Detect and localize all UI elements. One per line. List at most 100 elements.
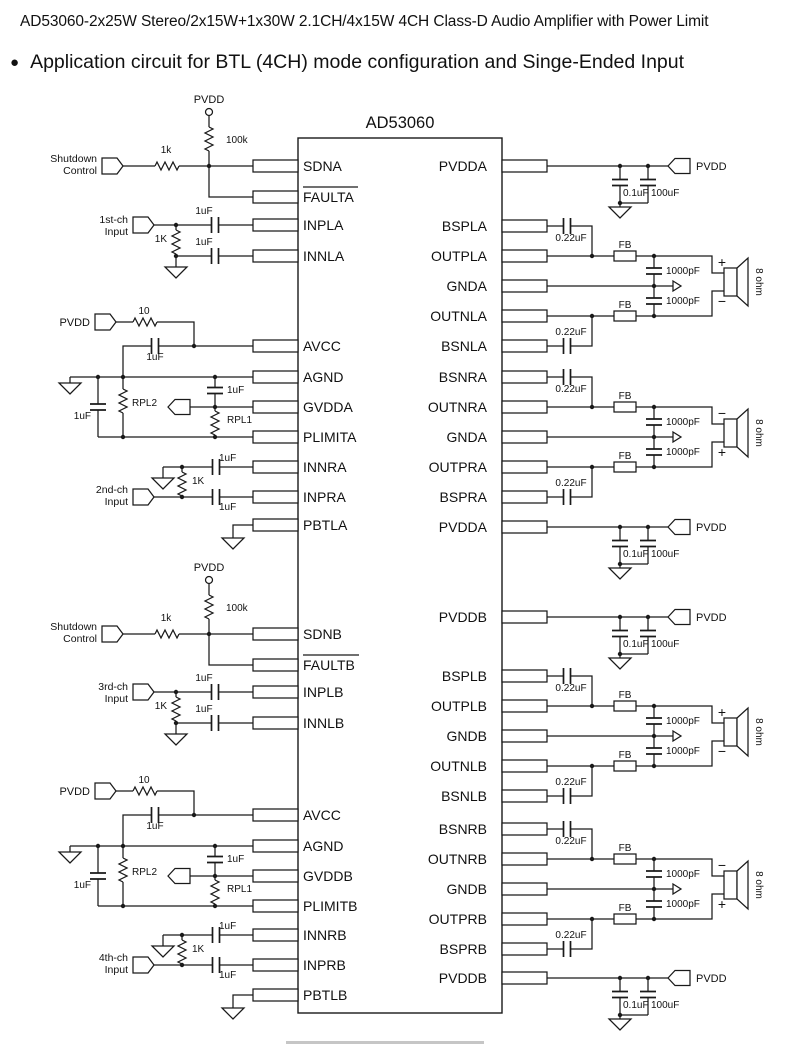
resistor-label: 1K — [155, 701, 168, 712]
avcc-b-labels: PVDD 10 1uF 1uF RPL2 1uF RPL1 — [59, 775, 252, 895]
cap-label: 1uF — [74, 411, 91, 422]
pin-label: INNRB — [303, 927, 347, 943]
pin-label: INNRA — [303, 459, 347, 475]
pin-label: PVDDB — [439, 609, 487, 625]
pbtla-ground — [222, 525, 253, 549]
cap-label: 1000pF — [666, 296, 700, 307]
pin-label: GNDA — [447, 278, 488, 294]
connector-label: Input — [105, 496, 128, 508]
pin-label: OUTPLB — [431, 698, 487, 714]
pin-label: INPLB — [303, 684, 343, 700]
pin-label: GNDA — [447, 429, 488, 445]
shutdown-a-labels: PVDD 100k 1k Shutdown Control — [50, 94, 248, 177]
pin-label: FAULTA — [303, 189, 354, 205]
shutdown-b-labels: PVDD 100k 1k Shutdown Control — [50, 562, 248, 645]
cap-label: 1000pF — [666, 417, 700, 428]
cap-label: 100uF — [651, 639, 679, 650]
resistor-label: 1K — [192, 476, 205, 487]
cap-label: 0.22uF — [555, 327, 586, 338]
connector-label: Shutdown — [50, 153, 97, 165]
cap-label: 1000pF — [666, 447, 700, 458]
pin-label: BSPRA — [440, 489, 488, 505]
polarity-plus: + — [718, 704, 726, 720]
input-3rd-ch — [133, 684, 253, 745]
pin-label: AVCC — [303, 807, 341, 823]
polarity-plus: + — [718, 896, 726, 912]
pin-label: AGND — [303, 369, 343, 385]
pin-label: AGND — [303, 838, 343, 854]
pin-label: OUTPRA — [429, 459, 488, 475]
pin-label: INPRA — [303, 489, 346, 505]
left-pin-boxes — [252, 159, 299, 1002]
pvdd-label: PVDD — [59, 786, 90, 798]
chip-body — [297, 137, 503, 1014]
resistor-label: 100k — [226, 603, 249, 614]
speaker-ch1-labels: 0.22uF FB 1000pF 1000pF FB 0.22uF + − 8 … — [555, 233, 764, 338]
connector-label: Input — [105, 964, 128, 976]
fb-label: FB — [619, 903, 632, 914]
cap-label: 1000pF — [666, 869, 700, 880]
pvdd-label: PVDD — [696, 612, 727, 624]
pin-label: GVDDA — [303, 399, 353, 415]
cap-label: 0.22uF — [555, 836, 586, 847]
input-3rd-labels: 1uF 1K 1uF 3rd-ch Input — [98, 673, 212, 715]
resistor-label: 1k — [161, 145, 173, 156]
speaker-ch2-labels: 0.22uF FB 1000pF 1000pF FB 0.22uF − + 8 … — [555, 384, 764, 489]
fb-label: FB — [619, 300, 632, 311]
cropped-caption-text — [286, 1041, 484, 1044]
cap-label: 1uF — [74, 880, 91, 891]
pin-label: PVDDA — [439, 519, 488, 535]
cap-label: 1uF — [146, 821, 163, 832]
pin-label: OUTNLB — [430, 758, 487, 774]
cap-label: 1000pF — [666, 266, 700, 277]
pin-label: INPLA — [303, 217, 344, 233]
input-4th-labels: 1uF 1K 1uF 4th-ch Input — [99, 921, 236, 981]
resistor-label: 1k — [161, 613, 173, 624]
pin-label: GNDB — [447, 728, 487, 744]
pin-label: PBTLA — [303, 517, 348, 533]
pin-label: INPRB — [303, 957, 346, 973]
pin-label: PVDDB — [439, 970, 487, 986]
pvdd-label: PVDD — [696, 522, 727, 534]
connector-label: 2nd-ch — [96, 484, 128, 496]
pin-label: OUTNRA — [428, 399, 488, 415]
bullet-icon: ● — [10, 54, 20, 71]
pin-label: BSNLB — [441, 788, 487, 804]
connector-label: Control — [63, 165, 97, 177]
pin-label: BSNRB — [439, 821, 487, 837]
resistor-label: RPL1 — [227, 415, 252, 426]
cap-label: 100uF — [651, 1000, 679, 1011]
pin-label: AVCC — [303, 338, 341, 354]
pin-label: PVDDA — [439, 158, 488, 174]
cap-label: 1000pF — [666, 899, 700, 910]
pin-label: PLIMITB — [303, 898, 357, 914]
pbtlb-ground — [222, 995, 253, 1019]
cap-label: 0.1uF — [623, 639, 649, 650]
polarity-minus: − — [718, 405, 726, 421]
input-1st-ch — [133, 217, 253, 278]
pin-label: SDNA — [303, 158, 343, 174]
input-2nd-labels: 1uF 1K 1uF 2nd-ch Input — [96, 453, 236, 513]
resistor-label: 1K — [192, 944, 205, 955]
resistor-label: RPL2 — [132, 398, 157, 409]
cap-label: 1uF — [195, 704, 212, 715]
connector-label: Input — [105, 693, 128, 705]
cap-label: 0.1uF — [623, 1000, 649, 1011]
shutdown-network-b — [102, 577, 253, 666]
cap-label: 1000pF — [666, 746, 700, 757]
page-title: AD53060-2x25W Stereo/2x15W+1x30W 2.1CH/4… — [20, 13, 709, 30]
connector-label: Input — [105, 226, 128, 238]
pin-label: PLIMITA — [303, 429, 357, 445]
cap-label: 0.1uF — [623, 549, 649, 560]
polarity-plus: + — [718, 254, 726, 270]
pin-label: FAULTB — [303, 657, 355, 673]
page-subtitle: ● Application circuit for BTL (4CH) mode… — [10, 51, 684, 74]
cap-label: 100uF — [651, 549, 679, 560]
chip-name: AD53060 — [366, 114, 435, 132]
pvdd-label: PVDD — [194, 94, 225, 106]
subtitle-text: Application circuit for BTL (4CH) mode c… — [30, 51, 685, 73]
pin-label: OUTNLA — [430, 308, 487, 324]
pvdd-label: PVDD — [696, 973, 727, 985]
pin-label: BSPRB — [440, 941, 487, 957]
